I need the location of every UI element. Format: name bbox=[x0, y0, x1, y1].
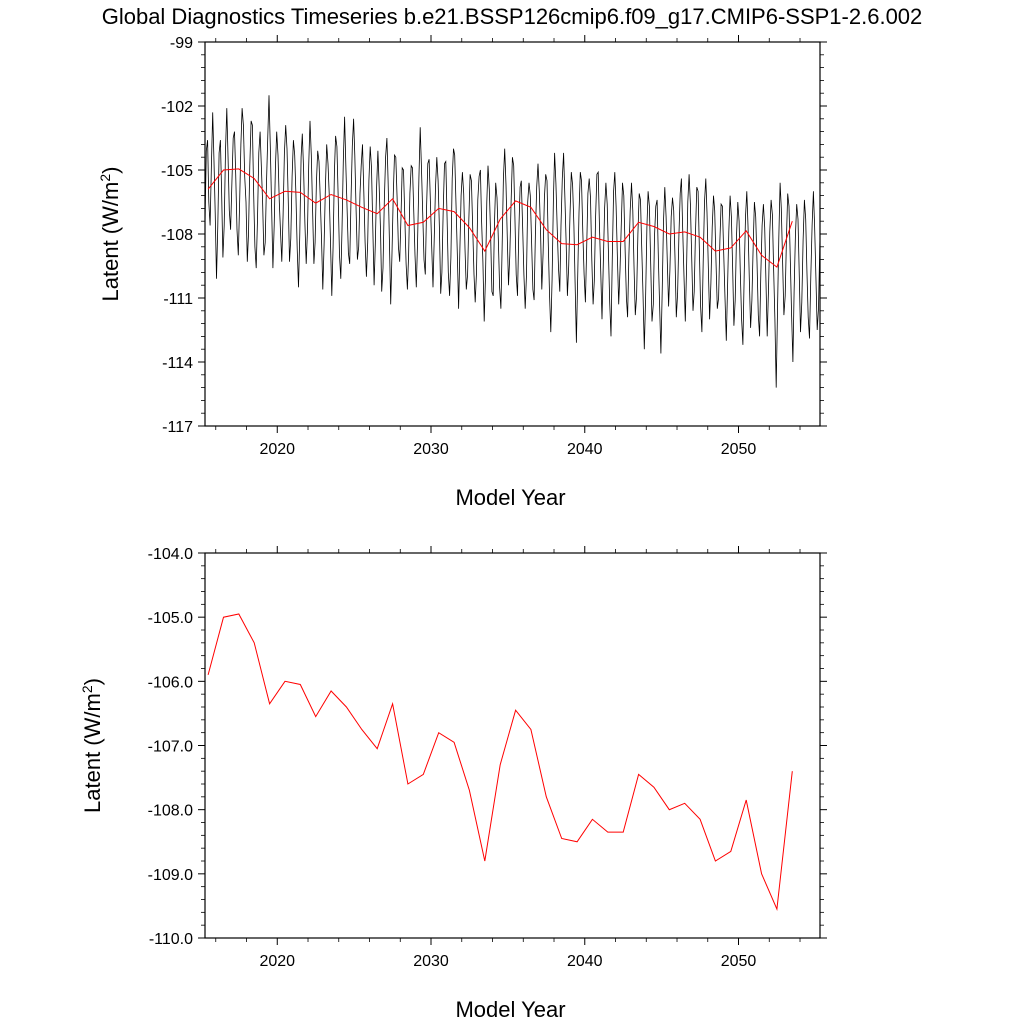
y-axis-label: Latent (W/m2) bbox=[97, 167, 123, 302]
y-axis-label-base: Latent (W/m bbox=[98, 182, 123, 302]
x-axis-label: Model Year bbox=[455, 997, 565, 1022]
x-tick-label: 2020 bbox=[259, 441, 295, 458]
y-axis-label-close: ) bbox=[80, 678, 105, 685]
top-panel: -117 -114 -111 -108 -105 -102 -99 2020 2030 2040 2… bbox=[97, 35, 827, 510]
series-line-annual bbox=[207, 168, 793, 268]
y-tick-label: -105 bbox=[161, 163, 193, 180]
bottom-panel: -110.0 -109.0 -108.0 -107.0 -106.0 -105.0 -104… bbox=[79, 546, 827, 1022]
y-tick-label: -110.0 bbox=[149, 931, 193, 948]
plot-frame bbox=[204, 552, 821, 939]
y-tick-label: -106.0 bbox=[148, 674, 193, 691]
y-axis-label: Latent (W/m2) bbox=[79, 678, 105, 813]
series-line-annual bbox=[207, 613, 793, 912]
y-axis-label-superscript: 2 bbox=[97, 174, 113, 182]
y-axis-label-base: Latent (W/m bbox=[80, 693, 105, 813]
x-axis-label: Model Year bbox=[455, 485, 565, 510]
y-tick-label: -105.0 bbox=[148, 610, 193, 627]
y-tick-label: -108 bbox=[161, 227, 193, 244]
x-tick-label: 2030 bbox=[413, 441, 449, 458]
y-tick-label: -104.0 bbox=[148, 546, 193, 563]
x-tick-label: 2030 bbox=[413, 953, 449, 970]
y-tick-label: -114 bbox=[162, 355, 193, 372]
y-tick-label: -108.0 bbox=[148, 803, 193, 820]
y-axis-label-superscript: 2 bbox=[79, 685, 95, 693]
x-tick-label: 2050 bbox=[721, 953, 757, 970]
y-tick-label: -102 bbox=[161, 99, 193, 116]
y-tick-label: -107.0 bbox=[148, 739, 193, 756]
x-tick-label: 2050 bbox=[721, 441, 757, 458]
y-tick-label: -111 bbox=[163, 291, 193, 308]
series-line-monthly bbox=[205, 95, 820, 388]
y-axis-label-close: ) bbox=[98, 167, 123, 174]
y-tick-label: -117 bbox=[162, 419, 193, 436]
figure-title: Global Diagnostics Timeseries b.e21.BSSP… bbox=[102, 4, 923, 29]
y-tick-label: -99 bbox=[170, 35, 193, 52]
x-tick-label: 2020 bbox=[259, 953, 295, 970]
x-tick-label: 2040 bbox=[567, 953, 603, 970]
y-tick-label: -109.0 bbox=[148, 867, 193, 884]
x-tick-label: 2040 bbox=[567, 441, 603, 458]
